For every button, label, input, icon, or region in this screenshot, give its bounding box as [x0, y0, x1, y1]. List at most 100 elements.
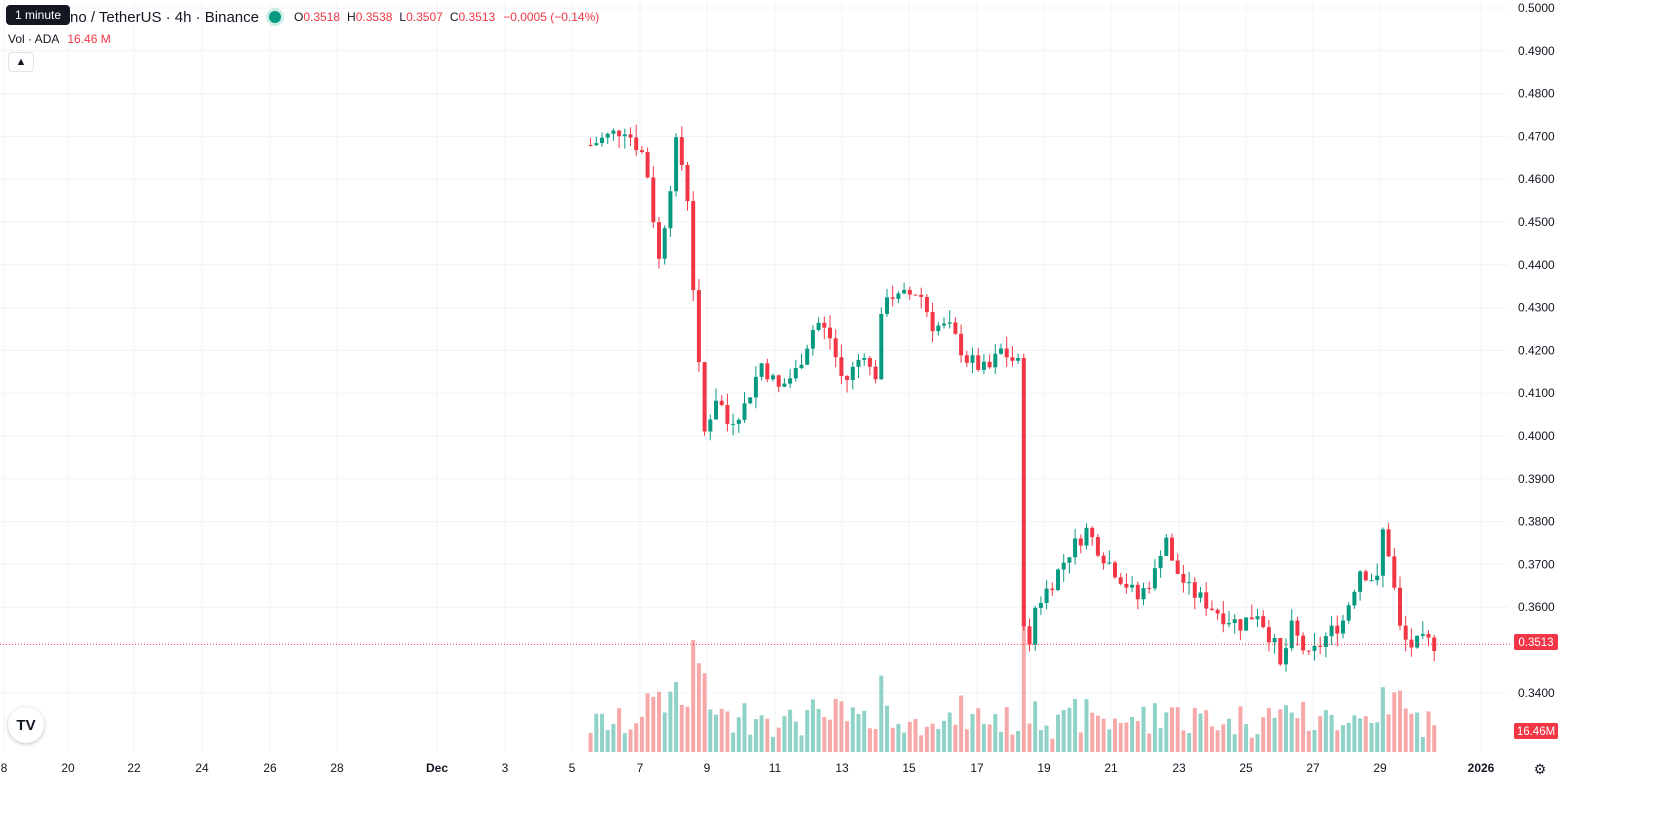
candle-body — [839, 357, 844, 377]
candle-body — [1187, 582, 1192, 584]
volume-bar — [657, 691, 661, 752]
volume-bar — [1255, 734, 1260, 752]
volume-bar — [714, 714, 718, 752]
volume-bar — [1329, 714, 1334, 752]
candle-body — [953, 322, 958, 334]
x-tick-label: 2026 — [1468, 761, 1495, 775]
volume-bar — [1284, 705, 1288, 752]
candle-body — [959, 333, 964, 356]
candle-body — [696, 290, 701, 363]
volume-bar — [1050, 738, 1055, 752]
candle-body — [1033, 607, 1038, 645]
y-tick-label: 0.4500 — [1518, 215, 1555, 229]
volume-bar — [964, 729, 969, 752]
candle-body — [970, 355, 975, 363]
candle-body — [1415, 635, 1420, 648]
candle-body — [759, 363, 764, 377]
volume-bar — [942, 720, 946, 752]
volume-bar — [924, 726, 929, 752]
candle-body — [742, 403, 747, 420]
candle-body — [1363, 571, 1368, 581]
volume-bar — [1187, 733, 1192, 752]
volume-bar — [1249, 737, 1254, 752]
candle-body — [1284, 648, 1288, 665]
volume-bar — [1392, 692, 1397, 752]
candle-body — [639, 150, 644, 153]
volume-bar — [679, 704, 684, 752]
volume-bar — [981, 723, 986, 752]
candle-body — [657, 222, 661, 259]
candle-body — [862, 358, 867, 360]
x-tick-label: 21 — [1104, 761, 1118, 775]
volume-bar — [1238, 706, 1243, 752]
y-tick-label: 0.3700 — [1518, 557, 1555, 571]
candle-body — [1209, 608, 1214, 610]
collapse-legend-button[interactable]: ▲ — [8, 52, 34, 72]
volume-bar — [1420, 736, 1425, 752]
candle-body — [799, 364, 804, 369]
candle-body — [1398, 587, 1402, 626]
candle-body — [1249, 617, 1254, 620]
volume-bar — [799, 735, 804, 752]
volume-bar — [839, 701, 844, 752]
volume-bar — [651, 696, 656, 752]
volume-bar — [611, 723, 616, 752]
candle-body — [1278, 638, 1283, 665]
volume-badge: 16.46M — [1514, 723, 1558, 739]
high-label: H — [347, 10, 356, 24]
volume-bar — [594, 713, 599, 752]
y-tick-label: 0.3400 — [1518, 686, 1555, 700]
tradingview-logo[interactable]: TV — [8, 707, 44, 743]
candle-body — [1147, 588, 1152, 590]
volume-bar — [1221, 724, 1226, 752]
candle-body — [685, 165, 690, 202]
candle-body — [856, 359, 861, 367]
volume-bar — [674, 681, 679, 752]
volume-bar — [1352, 715, 1357, 752]
volume-bar — [788, 709, 793, 752]
candle-body — [1004, 348, 1009, 358]
volume-bar — [1363, 716, 1368, 752]
volume-bar — [1266, 708, 1271, 752]
candle-body — [782, 383, 787, 387]
candle-body — [1420, 633, 1425, 636]
volume-bar — [822, 717, 827, 752]
candle-body — [1255, 616, 1260, 620]
y-tick-label: 0.4100 — [1518, 386, 1555, 400]
volume-bar — [833, 698, 838, 752]
candle-body — [668, 191, 673, 229]
candle-body — [753, 376, 758, 398]
time-axis[interactable]: 8 20 22 24 26 28 Dec 3 5 7 9 11 13 15 17 19 21 23 25 27 29 20… — [1, 761, 1495, 775]
volume-bar — [1147, 733, 1152, 752]
candle-body — [1084, 527, 1089, 546]
candle-body — [1323, 636, 1328, 647]
gear-icon[interactable]: ⚙ — [1533, 760, 1547, 777]
legend-header: no / TetherUS · 4h · Binance O 0.3518 H 0.… — [8, 7, 599, 27]
candle-body — [588, 144, 593, 146]
volume-bar — [1056, 714, 1060, 752]
volume-bar — [845, 721, 850, 752]
candle-body — [1375, 575, 1380, 581]
candle-body — [708, 419, 713, 432]
volume-bar — [1124, 722, 1129, 752]
candle-body — [1175, 560, 1180, 574]
candle-body — [1266, 627, 1271, 643]
volume-bar — [1164, 712, 1169, 752]
volume-bar — [856, 714, 861, 752]
high-value: 0.3538 — [355, 10, 393, 24]
volume-bar — [736, 717, 741, 752]
candle-body — [1118, 577, 1123, 584]
volume-bar — [668, 691, 673, 752]
price-axis[interactable]: 0.5000 0.4900 0.4800 0.4700 0.4600 0.4500 0.44… — [1518, 1, 1555, 700]
volume-bar — [930, 723, 935, 752]
x-tick-label: 13 — [835, 761, 849, 775]
candle-body — [942, 323, 946, 326]
volume-bar — [987, 724, 992, 752]
candle-body — [1346, 605, 1351, 621]
candle-body — [1090, 527, 1095, 538]
volume-bar — [742, 703, 747, 752]
symbol-title[interactable]: no / TetherUS · 4h · Binance — [70, 8, 259, 26]
x-tick-label: 11 — [769, 761, 782, 775]
logo-text: TV — [16, 716, 36, 734]
